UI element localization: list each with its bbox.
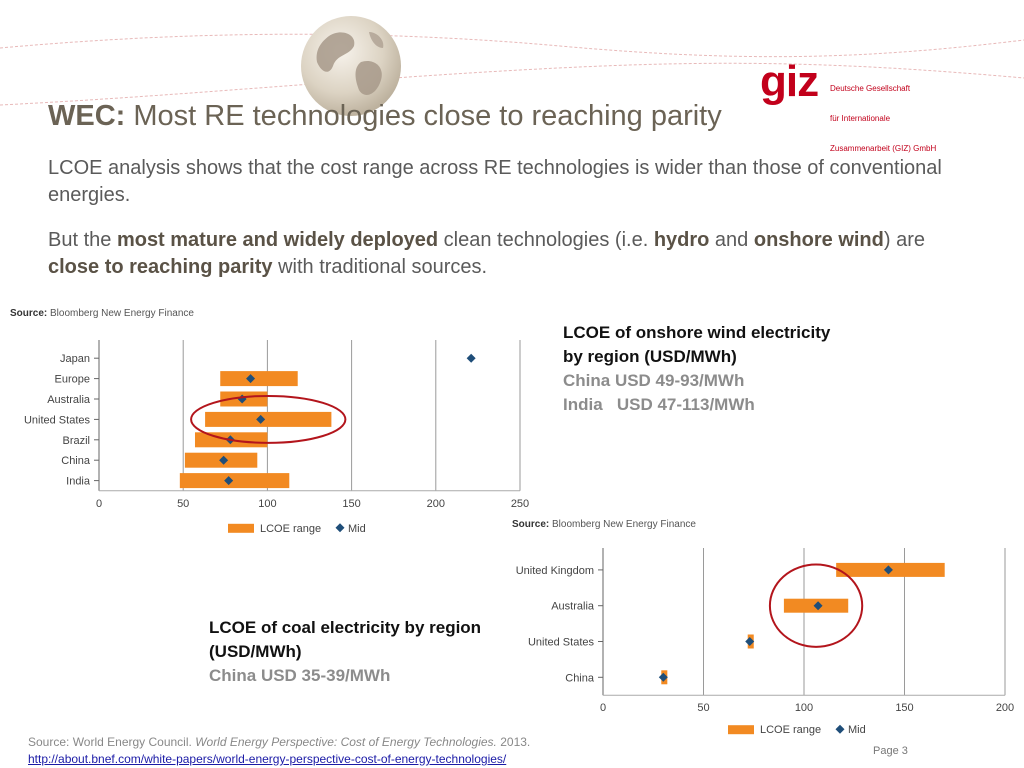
text-span: ) are [883,229,925,251]
source-label: Source: [10,308,48,319]
bold-span: most mature and widely deployed [116,229,439,251]
x-tick-label: 50 [177,498,189,510]
source-year: 2013. [496,735,531,749]
category-label: China [61,455,91,467]
coal-chart-source: Source: Bloomberg New Energy Finance [512,519,696,530]
decorative-swoosh [0,33,1024,106]
category-label: India [66,476,91,488]
mid-marker [883,565,893,575]
text-span: clean technologies (i.e. [438,229,654,251]
category-label: Brazil [62,435,90,447]
x-tick-label: 200 [427,498,445,510]
page-number: Page 3 [873,745,908,757]
x-tick-label: 100 [795,702,813,714]
footer-source: Source: World Energy Council. World Ener… [28,735,530,749]
logo-mark: giz [760,57,819,106]
legend-mid-swatch [335,523,345,533]
wind-lcoe-chart: 0 50 100 150 200 250 Japan Europe Australia Unite… [24,340,529,535]
source-text: Bloomberg New Energy Finance [552,519,696,530]
source-plain: Source: World Energy Council. [28,735,196,749]
legend-range-swatch [228,523,254,533]
bold-span: close to reaching parity [48,256,273,278]
source-italic: World Energy Perspective: Cost of Energy… [195,735,497,749]
mid-marker [224,476,234,486]
x-tick-label: 50 [697,702,709,714]
note-heading: LCOE of coal electricity by region [209,618,482,637]
wind-note: LCOE of onshore wind electricity by regi… [563,321,830,417]
note-value: China USD 49-93/MWh [563,371,745,390]
note-heading: LCOE of onshore wind electricity [563,323,831,342]
source-label: Source: [512,519,550,530]
note-value: India USD 47-113/MWh [563,395,755,414]
legend-mid-swatch [835,724,845,734]
category-label: United Kingdom [516,565,594,577]
x-tick-label: 150 [895,702,913,714]
category-label: United States [24,414,91,426]
intro-paragraph-1: LCOE analysis shows that the cost range … [48,157,942,206]
logo-line: Deutsche Gesellschaft [830,84,911,93]
title-bold: WEC: [48,100,126,132]
text-span: But the [48,229,117,251]
category-label: United States [528,637,595,649]
mid-marker [256,414,266,424]
coal-note: LCOE of coal electricity by region (USD/… [209,616,481,688]
source-text: Bloomberg New Energy Finance [50,308,194,319]
legend-range-swatch [728,725,754,735]
wind-chart-source: Source: Bloomberg New Energy Finance [10,308,194,319]
title-rest: Most RE technologies close to reaching p… [125,100,722,132]
category-label: Japan [60,353,90,365]
intro-paragraph-2: But the most mature and widely deployed … [48,227,978,281]
legend-mid-label: Mid [348,523,366,535]
bold-span: onshore wind [753,229,884,251]
logo-text: Deutsche Gesellschaft für Internationale… [830,64,960,174]
highlight-ellipse [768,563,864,648]
mid-marker [813,601,823,611]
note-value: China USD 35-39/MWh [209,666,391,685]
legend-range-label: LCOE range [260,523,321,535]
x-tick-label: 250 [511,498,529,510]
x-tick-label: 0 [600,702,606,714]
mid-marker [658,672,668,682]
category-label: Europe [55,374,90,386]
lcoe-range-bar [220,371,298,387]
x-tick-label: 100 [258,498,276,510]
mid-marker [219,455,229,465]
text-span: and [709,229,754,251]
note-heading: by region (USD/MWh) [563,347,737,366]
mid-marker [745,637,755,646]
legend-range-label: LCOE range [760,724,821,736]
category-label: China [565,672,595,684]
highlight-ellipse [190,394,347,444]
coal-lcoe-chart: 0 50 100 150 200 United Kingdom Australia Unite… [516,548,1014,736]
globe-icon [301,16,401,116]
category-label: Australia [551,601,595,613]
category-label: Australia [47,394,91,406]
logo-line: Zusammenarbeit (GIZ) GmbH [830,144,937,153]
mid-marker [466,353,476,363]
mid-marker [246,374,256,384]
note-heading: (USD/MWh) [209,642,302,661]
source-link[interactable]: http://about.bnef.com/white-papers/world… [28,752,507,766]
text-span: with traditional sources. [272,256,488,278]
logo-line: für Internationale [830,114,891,123]
x-tick-label: 150 [342,498,360,510]
legend-mid-label: Mid [848,724,866,736]
lcoe-range-bar [179,473,290,489]
bold-span: hydro [653,229,710,251]
lcoe-range-bar [205,411,332,427]
x-tick-label: 200 [996,702,1014,714]
slide-title: WEC: Most RE technologies close to reach… [48,100,722,133]
x-tick-label: 0 [96,498,102,510]
